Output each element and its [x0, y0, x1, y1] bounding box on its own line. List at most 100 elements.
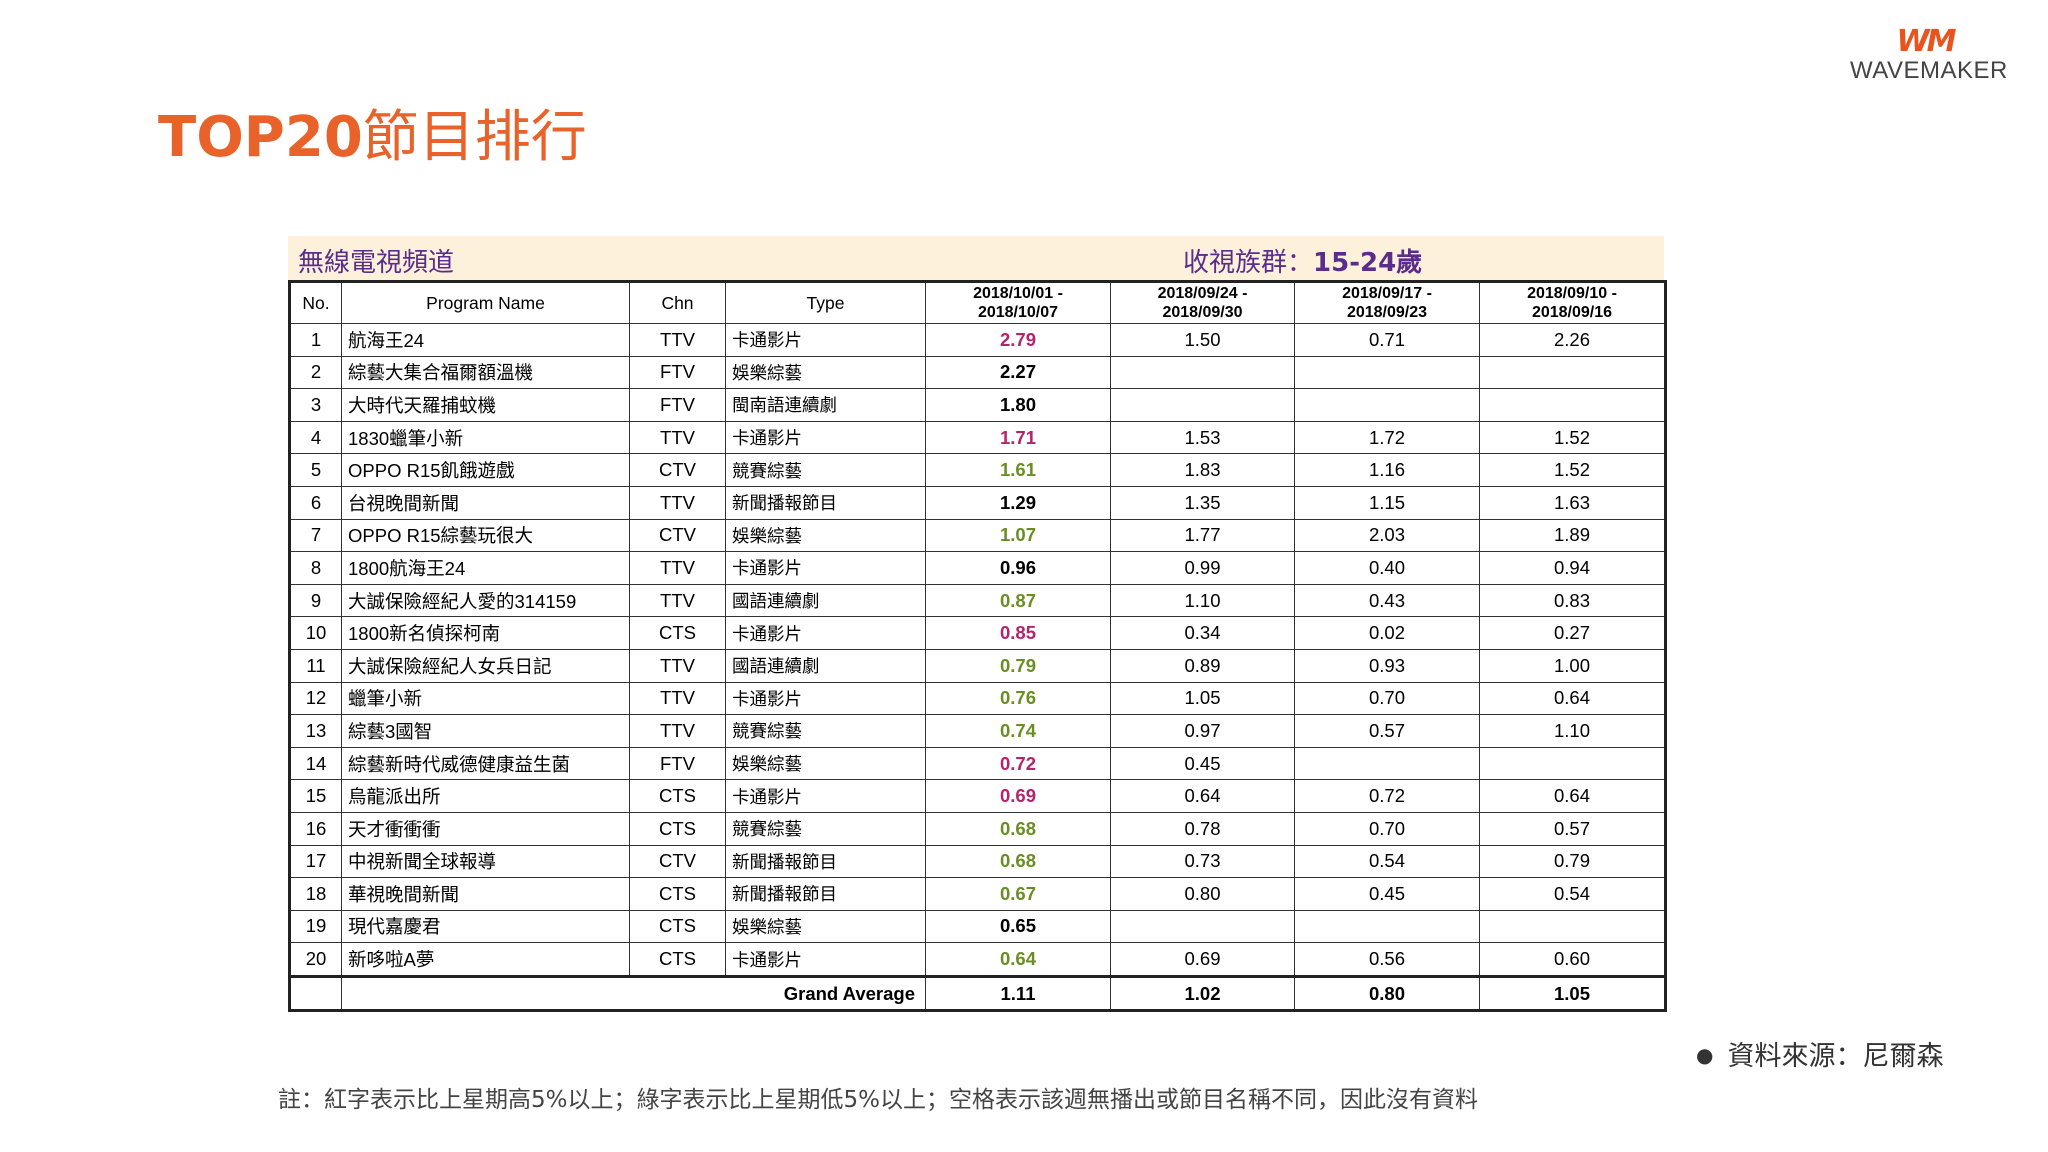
row-week-2-rating: 1.77: [1110, 518, 1295, 553]
row-no: 4: [289, 420, 342, 455]
table-row: 8 1800航海王24 TTV 卡通影片 0.96 0.99 0.40 0.94: [289, 551, 1666, 585]
row-week-1-rating: 0.79: [925, 648, 1111, 683]
row-channel: TTV: [629, 681, 726, 716]
row-week-3-rating: 0.70: [1294, 811, 1480, 846]
channel-label: 無線電視頻道: [298, 248, 455, 278]
row-week-4-rating: 1.10: [1479, 714, 1666, 748]
row-week-4-rating: [1479, 909, 1666, 944]
row-channel: TTV: [629, 420, 726, 455]
average-week-3: 0.80: [1294, 974, 1480, 1012]
ratings-table: No. Program Name Chn Type 2018/10/01 -20…: [288, 280, 1667, 1013]
row-no: 12: [289, 681, 342, 716]
row-week-3-rating: 0.45: [1294, 877, 1480, 911]
row-week-4-rating: 0.83: [1479, 583, 1666, 618]
logo-mark: WM: [1896, 24, 1957, 59]
audience-group-label: 收視族群：: [1183, 248, 1314, 278]
row-week-2-rating: 1.10: [1110, 583, 1295, 618]
header-week-1: 2018/10/01 -2018/10/07: [925, 281, 1111, 324]
row-channel: CTS: [629, 909, 726, 944]
wavemaker-logo: WM WAVEMAKER: [1850, 24, 2008, 84]
row-week-4-rating: 1.89: [1479, 518, 1666, 553]
row-week-4-rating: 0.79: [1479, 844, 1666, 879]
row-program-name: 蠟筆小新: [341, 681, 630, 716]
row-channel: CTV: [629, 453, 726, 487]
row-program-name: 台視晚間新聞: [341, 485, 630, 520]
row-channel: TTV: [629, 485, 726, 520]
row-program-name: OPPO R15綜藝玩很大: [341, 518, 630, 553]
row-program-name: OPPO R15飢餓遊戲: [341, 453, 630, 487]
ratings-table-section: 無線電視頻道 收視族群：15-24歲 No. Program Name Chn …: [288, 236, 1667, 1013]
row-no: 10: [289, 616, 342, 650]
row-week-4-rating: 0.57: [1479, 811, 1666, 846]
row-week-2-rating: 0.99: [1110, 551, 1295, 585]
row-week-2-rating: 1.83: [1110, 453, 1295, 487]
row-week-1-rating: 0.68: [925, 844, 1111, 879]
row-week-3-rating: [1294, 355, 1480, 390]
header-program: Program Name: [341, 281, 630, 324]
table-row: 20 新哆啦A夢 CTS 卡通影片 0.64 0.69 0.56 0.60: [289, 942, 1666, 977]
row-week-3-rating: 0.54: [1294, 844, 1480, 879]
table-row: 5 OPPO R15飢餓遊戲 CTV 競賽綜藝 1.61 1.83 1.16 1.52: [289, 453, 1666, 487]
table-row: 15 烏龍派出所 CTS 卡通影片 0.69 0.64 0.72 0.64: [289, 779, 1666, 813]
header-week-2: 2018/09/24 -2018/09/30: [1110, 281, 1295, 324]
row-week-3-rating: 0.72: [1294, 779, 1480, 813]
row-week-4-rating: 0.60: [1479, 942, 1666, 977]
row-program-name: 航海王24: [341, 323, 630, 357]
row-no: 6: [289, 485, 342, 520]
row-week-2-rating: 0.64: [1110, 779, 1295, 813]
audience-group: 收視族群：15-24歲: [1183, 242, 1422, 279]
row-no: 2: [289, 355, 342, 390]
row-program-name: 綜藝大集合福爾額溫機: [341, 355, 630, 390]
row-week-2-rating: 1.05: [1110, 681, 1295, 716]
row-week-2-rating: 0.73: [1110, 844, 1295, 879]
row-week-3-rating: 0.57: [1294, 714, 1480, 748]
page-title: TOP20節目排行: [158, 92, 587, 173]
row-week-3-rating: [1294, 746, 1480, 781]
row-type: 新聞播報節目: [725, 485, 926, 520]
row-program-name: 現代嘉慶君: [341, 909, 630, 944]
row-channel: CTS: [629, 616, 726, 650]
row-no: 11: [289, 648, 342, 683]
row-week-4-rating: 0.54: [1479, 877, 1666, 911]
table-row: 11 大誠保險經紀人女兵日記 TTV 國語連續劇 0.79 0.89 0.93 1.00: [289, 648, 1666, 683]
table-row: 3 大時代天羅捕蚊機 FTV 閩南語連續劇 1.80: [289, 388, 1666, 422]
table-row: 13 綜藝3國智 TTV 競賽綜藝 0.74 0.97 0.57 1.10: [289, 714, 1666, 748]
row-week-1-rating: 1.80: [925, 388, 1111, 422]
row-week-4-rating: 1.52: [1479, 420, 1666, 455]
table-row: 16 天才衝衝衝 CTS 競賽綜藝 0.68 0.78 0.70 0.57: [289, 811, 1666, 846]
header-type: Type: [725, 281, 926, 324]
row-week-1-rating: 1.61: [925, 453, 1111, 487]
row-week-4-rating: 0.27: [1479, 616, 1666, 650]
row-week-1-rating: 0.67: [925, 877, 1111, 911]
row-week-3-rating: 0.56: [1294, 942, 1480, 977]
table-row: 1 航海王24 TTV 卡通影片 2.79 1.50 0.71 2.26: [289, 323, 1666, 357]
row-no: 20: [289, 942, 342, 977]
row-week-1-rating: 0.72: [925, 746, 1111, 781]
row-week-2-rating: [1110, 909, 1295, 944]
row-program-name: 新哆啦A夢: [341, 942, 630, 977]
row-week-1-rating: 0.68: [925, 811, 1111, 846]
logo-text: WAVEMAKER: [1850, 57, 2008, 84]
row-week-3-rating: [1294, 909, 1480, 944]
row-week-3-rating: 1.72: [1294, 420, 1480, 455]
table-row: 19 現代嘉慶君 CTS 娛樂綜藝 0.65: [289, 909, 1666, 944]
source-text: 資料來源：尼爾森: [1727, 1041, 1944, 1072]
row-no: 14: [289, 746, 342, 781]
row-program-name: 1800新名偵探柯南: [341, 616, 630, 650]
row-type: 競賽綜藝: [725, 453, 926, 487]
row-program-name: 綜藝3國智: [341, 714, 630, 748]
row-week-3-rating: 0.40: [1294, 551, 1480, 585]
row-channel: TTV: [629, 583, 726, 618]
header-chn: Chn: [629, 281, 726, 324]
row-week-2-rating: 0.97: [1110, 714, 1295, 748]
row-week-3-rating: 1.16: [1294, 453, 1480, 487]
row-type: 卡通影片: [725, 420, 926, 455]
table-caption-bar: 無線電視頻道 收視族群：15-24歲: [288, 236, 1664, 280]
average-week-4: 1.05: [1479, 974, 1666, 1012]
row-channel: TTV: [629, 714, 726, 748]
average-week-1: 1.11: [925, 974, 1111, 1012]
row-program-name: 大誠保險經紀人女兵日記: [341, 648, 630, 683]
row-no: 5: [289, 453, 342, 487]
row-week-3-rating: 0.93: [1294, 648, 1480, 683]
row-no: 1: [289, 323, 342, 357]
